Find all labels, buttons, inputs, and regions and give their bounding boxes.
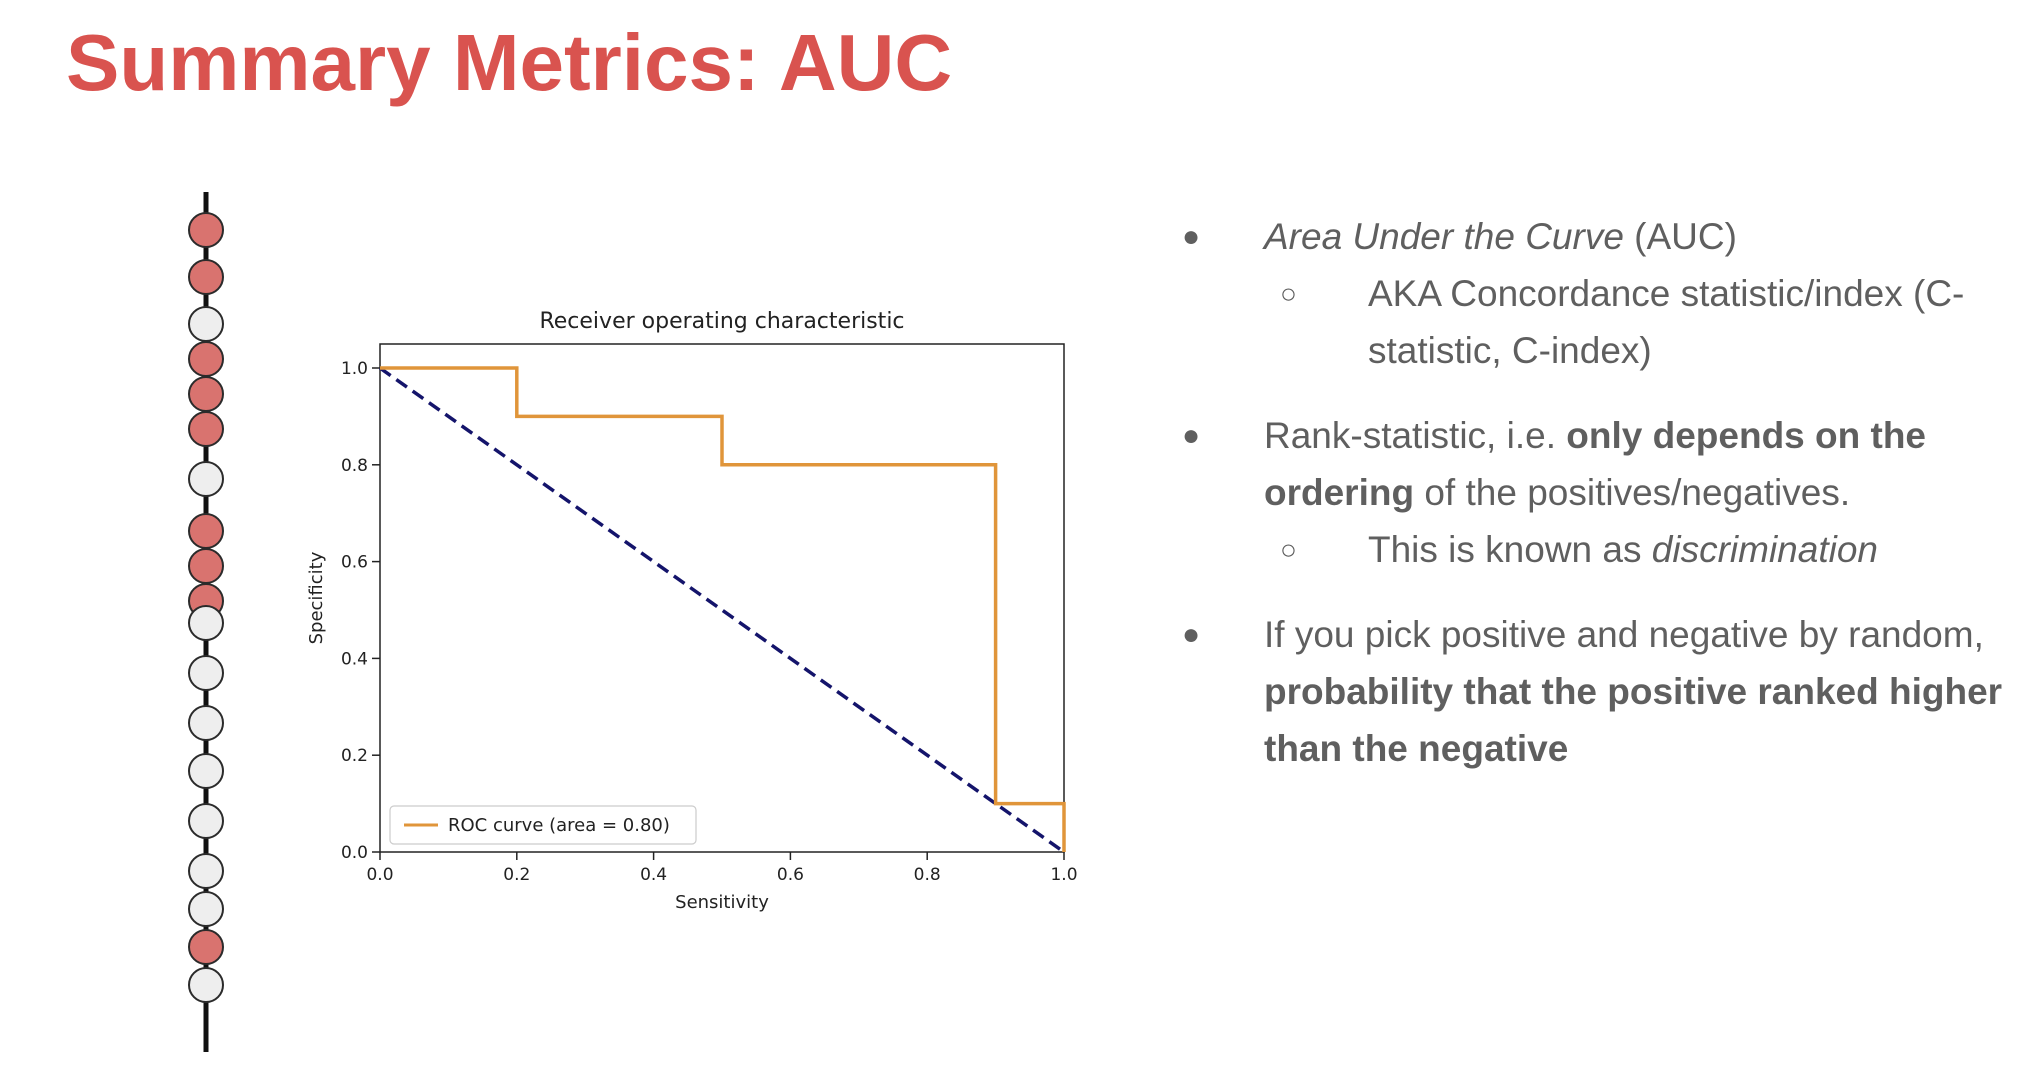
y-tick-label: 0.0 (341, 843, 368, 863)
positive-case-marker (188, 513, 224, 549)
x-tick-label: 0.6 (777, 865, 804, 885)
x-axis-label: Sensitivity (675, 892, 769, 913)
sub-bullet-item: ○ AKA Concordance statistic/index (C-stat… (1168, 265, 2008, 379)
negative-case-marker (188, 605, 224, 641)
sub-bullet-circle-icon: ○ (1280, 278, 1297, 309)
sub-bullet-circle-icon: ○ (1280, 534, 1297, 565)
positive-case-marker (188, 341, 224, 377)
y-tick-label: 0.6 (341, 553, 368, 573)
legend-box (389, 805, 697, 845)
bullet-dot-icon: ● (1182, 220, 1201, 253)
negative-case-marker (188, 853, 224, 889)
negative-case-marker (188, 753, 224, 789)
roc-chart: Receiver operating characteristic 0.0 0.2… (306, 309, 1078, 913)
bullet-dot-icon: ● (1182, 618, 1201, 651)
bullet-item: ● Area Under the Curve (AUC) ○ AKA Concorda… (1168, 208, 2008, 379)
text-run: If you pick positive and negative by ran… (1264, 614, 1984, 655)
ranking-strip (188, 192, 224, 1052)
y-tick-label: 0.4 (341, 649, 368, 669)
negative-case-marker (188, 803, 224, 839)
negative-case-marker (188, 655, 224, 691)
roc-curve-line (380, 366, 1066, 852)
x-tick-label: 0.4 (640, 865, 667, 885)
bullet-text: Rank-statistic, i.e. only depends on the… (1264, 407, 2008, 521)
y-tick-label: 1.0 (341, 359, 368, 379)
text-run: of the positives/negatives. (1414, 472, 1851, 513)
negative-case-marker (188, 705, 224, 741)
text-run: only depends on the ordering (1264, 415, 1927, 513)
x-tick-label: 0.8 (914, 865, 941, 885)
bullet-item: ● If you pick positive and negative by ra… (1168, 606, 2008, 777)
y-axis-label: Specificity (306, 551, 327, 644)
text-run: This is known as (1368, 529, 1652, 570)
bullet-text: Area Under the Curve (AUC) (1264, 208, 2008, 265)
bullet-list: ● Area Under the Curve (AUC) ○ AKA Concorda… (1168, 208, 2008, 805)
text-run: (AUC) (1623, 216, 1737, 257)
slide-title: Summary Metrics: AUC (66, 18, 953, 107)
negative-case-marker (188, 967, 224, 1003)
negative-case-marker (188, 461, 224, 497)
text-run: probability that the positive ranked hig… (1264, 671, 2003, 769)
x-tick-label: 0.0 (366, 865, 393, 885)
text-run: Rank-statistic, i.e. (1264, 415, 1567, 456)
positive-case-marker (188, 548, 224, 584)
text-run: Area Under the Curve (1264, 216, 1624, 257)
positive-case-marker (188, 411, 224, 447)
text-run: discrimination (1651, 529, 1878, 570)
positive-case-marker (188, 929, 224, 965)
positive-case-marker (188, 259, 224, 295)
negative-case-marker (188, 891, 224, 927)
text-run: AKA Concordance statistic/index (C-stati… (1368, 273, 1965, 371)
bullet-text: If you pick positive and negative by ran… (1264, 606, 2008, 777)
bullet-dot-icon: ● (1182, 419, 1201, 452)
legend-label: ROC curve (area = 0.80) (448, 815, 670, 836)
y-tick-label: 0.2 (341, 746, 368, 766)
positive-case-marker (188, 376, 224, 412)
x-tick-label: 1.0 (1050, 865, 1077, 885)
negative-case-marker (188, 306, 224, 342)
positive-case-marker (188, 212, 224, 248)
chart-legend: ROC curve (area = 0.80) (389, 805, 697, 845)
bullet-item: ● Rank-statistic, i.e. only depends on th… (1168, 407, 2008, 578)
sub-bullet-item: ○ This is known as discrimination (1168, 521, 2008, 578)
x-tick-label: 0.2 (503, 865, 530, 885)
chart-title: Receiver operating characteristic (539, 309, 904, 334)
y-tick-label: 0.8 (341, 456, 368, 476)
